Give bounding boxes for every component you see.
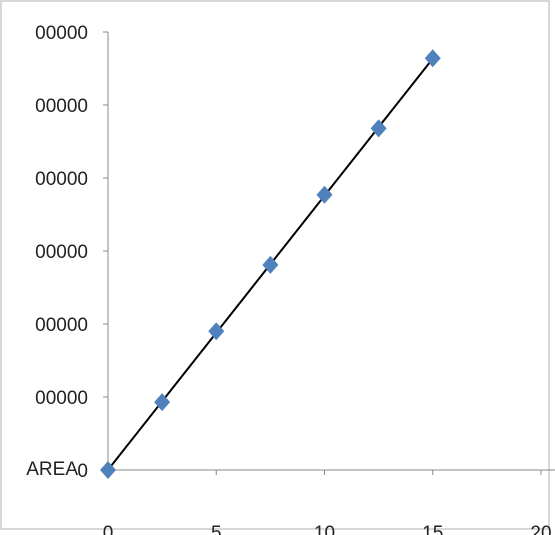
y-tick-label: 00000 bbox=[35, 242, 88, 263]
data-point bbox=[316, 185, 333, 204]
data-point bbox=[100, 461, 116, 479]
y-tick-label: 00000 bbox=[35, 169, 88, 190]
data-point bbox=[424, 49, 441, 68]
x-tick-label: 10 bbox=[314, 523, 335, 535]
x-tick-label: 20 bbox=[530, 523, 551, 535]
x-tick-label: 5 bbox=[211, 523, 222, 535]
y-tick-label: 0 bbox=[77, 461, 88, 482]
y-tick-label: 00000 bbox=[35, 96, 88, 117]
y-axis-label: AREA bbox=[26, 459, 78, 480]
data-point bbox=[370, 119, 387, 138]
data-point bbox=[262, 255, 279, 274]
x-tick-label: 0 bbox=[103, 523, 114, 535]
y-tick-label: 00000 bbox=[35, 23, 88, 44]
x-tick-label: 15 bbox=[422, 523, 443, 535]
y-tick-label: 00000 bbox=[35, 388, 88, 409]
data-point bbox=[154, 393, 171, 412]
data-point bbox=[208, 322, 225, 341]
y-tick-label: 00000 bbox=[35, 315, 88, 336]
